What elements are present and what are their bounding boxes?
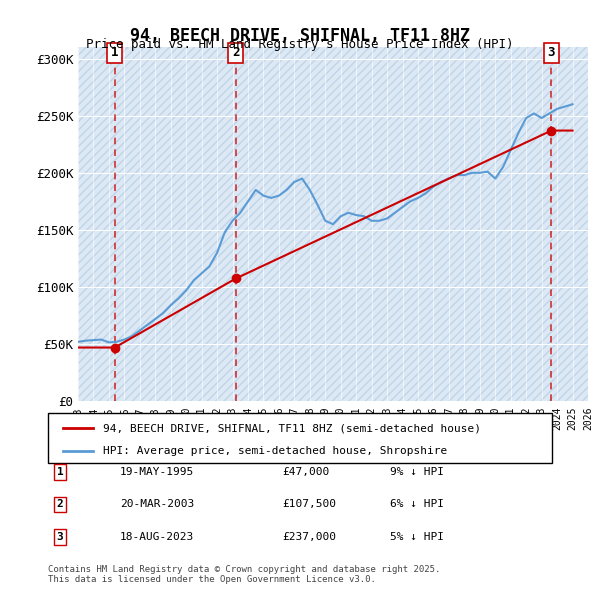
Text: 2: 2	[56, 500, 64, 509]
Text: £107,500: £107,500	[282, 500, 336, 509]
Text: 1: 1	[111, 47, 119, 60]
Text: 20-MAR-2003: 20-MAR-2003	[120, 500, 194, 509]
Text: 3: 3	[548, 47, 555, 60]
Text: 6% ↓ HPI: 6% ↓ HPI	[390, 500, 444, 509]
Text: Contains HM Land Registry data © Crown copyright and database right 2025.
This d: Contains HM Land Registry data © Crown c…	[48, 565, 440, 584]
FancyBboxPatch shape	[48, 413, 552, 463]
Text: 94, BEECH DRIVE, SHIFNAL, TF11 8HZ (semi-detached house): 94, BEECH DRIVE, SHIFNAL, TF11 8HZ (semi…	[103, 423, 481, 433]
Text: 19-MAY-1995: 19-MAY-1995	[120, 467, 194, 477]
Text: 3: 3	[56, 532, 64, 542]
Text: 9% ↓ HPI: 9% ↓ HPI	[390, 467, 444, 477]
Text: £47,000: £47,000	[282, 467, 329, 477]
Text: 1: 1	[56, 467, 64, 477]
Text: 5% ↓ HPI: 5% ↓ HPI	[390, 532, 444, 542]
Text: 2: 2	[232, 47, 239, 60]
Text: HPI: Average price, semi-detached house, Shropshire: HPI: Average price, semi-detached house,…	[103, 445, 448, 455]
Text: £237,000: £237,000	[282, 532, 336, 542]
Text: Price paid vs. HM Land Registry's House Price Index (HPI): Price paid vs. HM Land Registry's House …	[86, 38, 514, 51]
Text: 18-AUG-2023: 18-AUG-2023	[120, 532, 194, 542]
Text: 94, BEECH DRIVE, SHIFNAL, TF11 8HZ: 94, BEECH DRIVE, SHIFNAL, TF11 8HZ	[130, 27, 470, 45]
